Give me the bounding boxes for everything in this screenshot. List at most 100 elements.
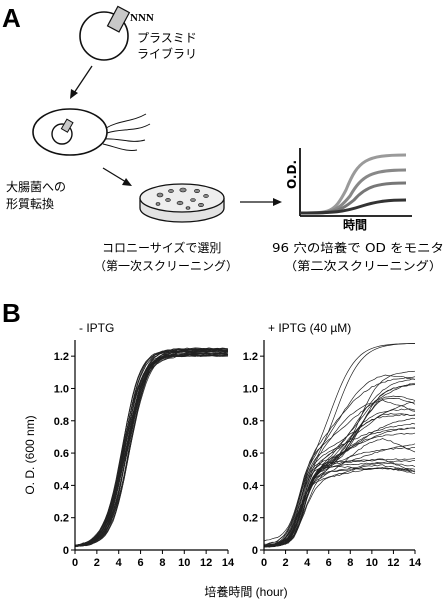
growth-curve (263, 384, 416, 547)
growth-curve (74, 350, 229, 547)
chart-ylabel: O. D. (600 nm) (23, 415, 37, 494)
growth-curve (74, 348, 229, 546)
growth-curve (74, 349, 229, 547)
growth-curve (263, 413, 416, 546)
growth-curve (74, 354, 229, 547)
x-tick-label: 14 (222, 557, 235, 569)
growth-curve (74, 351, 229, 547)
growth-curve (74, 355, 229, 547)
y-tick-label: 0.6 (54, 448, 69, 460)
growth-curve (74, 348, 229, 547)
x-tick-label: 14 (409, 557, 422, 569)
x-tick-label: 6 (326, 557, 332, 569)
growth-curve (74, 350, 229, 547)
chart-minus-iptg: - IPTG 0 2 4 6 8 10 12 14 0 0.2 0.4 0.6 0.8 1.0 1.2 (54, 321, 235, 569)
panel-b-letter: B (2, 298, 21, 328)
x-tick-label: 4 (116, 557, 123, 569)
x-tick-label: 6 (138, 557, 144, 569)
x-tick-label: 10 (366, 557, 378, 569)
petri-dish-icon (139, 183, 225, 223)
growth-curve (74, 348, 229, 547)
x-tick-label: 0 (72, 557, 78, 569)
y-tick-label: 1.0 (54, 383, 69, 395)
growth-curve (263, 343, 416, 547)
plasmid-icon (79, 5, 131, 61)
screen1-label-line2: （第一次スクリーニング） (94, 259, 238, 273)
chart-title: + IPTG (40 µM) (268, 321, 351, 335)
growth-curve (263, 382, 416, 542)
x-tick-label: 2 (94, 557, 100, 569)
y-tick-label: 0 (63, 545, 69, 557)
growth-curve (74, 352, 229, 546)
x-tick-label: 0 (261, 557, 267, 569)
growth-curve (264, 446, 416, 546)
y-tick-label: 0 (252, 545, 258, 557)
transform-label-line2: 形質転換 (6, 196, 54, 211)
library-label-line1: プラスミド (137, 31, 197, 45)
y-tick-label: 0.4 (54, 480, 70, 492)
growth-curve (74, 354, 229, 546)
x-tick-label: 8 (347, 557, 353, 569)
y-tick-label: 1.0 (243, 383, 258, 395)
growth-curve (263, 397, 416, 548)
arrow-icon (102, 167, 132, 186)
ecoli-cell-icon (32, 108, 151, 156)
y-tick-label: 0.2 (243, 513, 258, 525)
growth-curve (74, 350, 229, 547)
growth-curve (74, 351, 229, 547)
chart-plus-iptg: + IPTG (40 µM) 0 2 4 6 8 10 12 14 0 0.2 0.4 0.6 0.8 1.… (243, 321, 422, 569)
screen1-label-line1: コロニーサイズで選別 (102, 240, 221, 255)
growth-curve (74, 348, 229, 547)
growth-curve (263, 401, 416, 547)
growth-curve (74, 348, 229, 547)
y-tick-label: 0.2 (54, 513, 69, 525)
growth-curve (263, 417, 416, 547)
growth-curve (74, 347, 229, 546)
x-tick-label: 12 (200, 557, 212, 569)
growth-curve (263, 384, 415, 548)
x-tick-label: 12 (387, 557, 399, 569)
growth-curve (74, 352, 229, 547)
schematic-xlabel: 時間 (343, 217, 367, 232)
curve-group (74, 347, 229, 547)
transform-label-line1: 大腸菌への (6, 180, 66, 194)
chart-title: - IPTG (79, 321, 114, 335)
growth-curve (263, 414, 416, 548)
schematic-ylabel: O.D. (285, 160, 299, 189)
growth-curve (74, 350, 229, 547)
screen2-label-line1: 96 穴の培養で OD をモニタ (272, 240, 444, 255)
y-tick-label: 0.6 (243, 448, 258, 460)
growth-curve (75, 353, 229, 547)
panel-a-letter: A (2, 3, 21, 33)
plasmid-insert-label: NNN (130, 12, 154, 24)
growth-curve (74, 348, 229, 547)
growth-curve (263, 408, 416, 547)
growth-curve (74, 351, 229, 547)
growth-curve (263, 343, 416, 547)
growth-curve (75, 355, 229, 546)
y-tick-label: 1.2 (243, 351, 258, 363)
growth-curve (264, 423, 416, 545)
growth-curve (263, 399, 416, 547)
x-tick-label: 10 (178, 557, 190, 569)
arrow-icon (240, 198, 282, 206)
x-tick-label: 2 (283, 557, 289, 569)
od-time-schematic (299, 148, 412, 217)
x-tick-label: 4 (304, 557, 311, 569)
growth-curve (74, 354, 229, 547)
arrow-icon (70, 65, 93, 99)
growth-curve (74, 352, 229, 546)
x-tick-label: 8 (159, 557, 165, 569)
growth-curve (74, 349, 228, 547)
growth-curve (74, 348, 229, 547)
y-tick-label: 1.2 (54, 351, 69, 363)
growth-curve (74, 355, 229, 547)
growth-curve (264, 443, 416, 546)
growth-curve (74, 349, 229, 547)
y-tick-label: 0.4 (243, 480, 259, 492)
screen2-label-line2: （第二次スクリーニング） (284, 259, 442, 273)
y-tick-label: 0.8 (54, 416, 69, 428)
curve-group (263, 343, 416, 548)
chart-xlabel: 培養時間 (hour) (204, 584, 287, 599)
